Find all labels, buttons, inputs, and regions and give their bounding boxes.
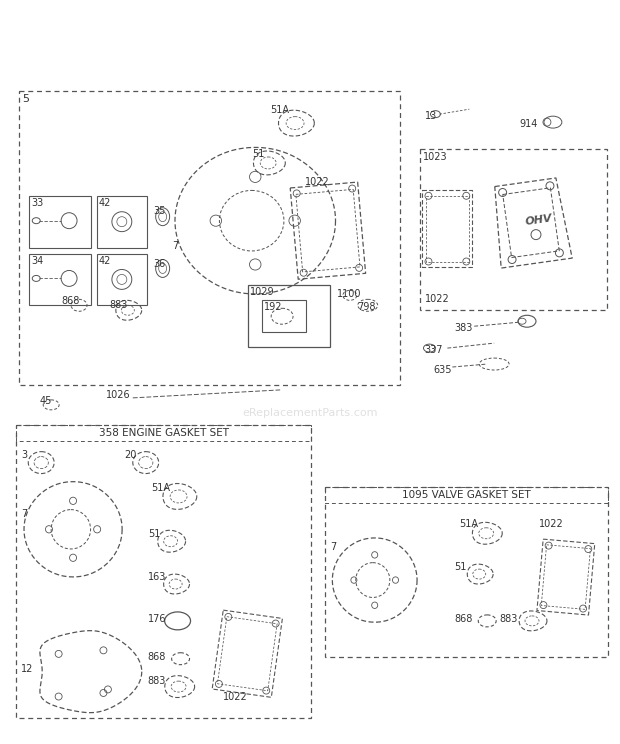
Text: 1022: 1022 — [539, 519, 564, 529]
Text: 383: 383 — [454, 323, 472, 333]
Text: 798: 798 — [356, 302, 375, 312]
Text: 20: 20 — [124, 449, 136, 460]
Text: 3: 3 — [21, 449, 27, 460]
Text: 13: 13 — [425, 111, 436, 121]
Text: 34: 34 — [31, 255, 43, 266]
Bar — [325, 487, 608, 657]
Text: 868: 868 — [454, 614, 472, 624]
Bar — [29, 196, 91, 248]
Text: 868: 868 — [61, 296, 79, 307]
Text: 1026: 1026 — [106, 390, 131, 400]
Bar — [29, 254, 91, 305]
Text: 1100: 1100 — [337, 289, 361, 299]
Text: 635: 635 — [433, 365, 452, 375]
Bar — [262, 301, 306, 332]
Text: eReplacementParts.com: eReplacementParts.com — [242, 408, 378, 418]
Bar — [420, 149, 606, 310]
Text: 7: 7 — [21, 510, 27, 519]
Text: 42: 42 — [99, 198, 112, 208]
Text: 1095 VALVE GASKET SET: 1095 VALVE GASKET SET — [402, 490, 531, 501]
Text: 883: 883 — [499, 614, 518, 624]
Text: 7: 7 — [172, 240, 179, 251]
Text: 51: 51 — [148, 529, 160, 539]
Text: 45: 45 — [39, 396, 51, 406]
Text: 51A: 51A — [459, 519, 478, 529]
Bar — [19, 92, 400, 385]
Text: 163: 163 — [148, 572, 166, 582]
Text: 176: 176 — [148, 614, 166, 624]
Text: 36: 36 — [154, 258, 166, 269]
Text: 33: 33 — [31, 198, 43, 208]
Text: 883: 883 — [109, 301, 127, 310]
Text: 1029: 1029 — [250, 287, 275, 298]
Text: 914: 914 — [519, 119, 538, 129]
Bar — [16, 425, 311, 440]
Text: 35: 35 — [154, 206, 166, 216]
Text: 1023: 1023 — [422, 152, 447, 162]
Text: 337: 337 — [425, 345, 443, 355]
Text: 12: 12 — [21, 664, 33, 673]
Text: 51A: 51A — [270, 105, 289, 115]
Bar — [325, 487, 608, 504]
Text: 51A: 51A — [151, 483, 170, 493]
Text: 42: 42 — [99, 255, 112, 266]
Text: 192: 192 — [264, 302, 283, 312]
Text: 5: 5 — [22, 94, 29, 104]
Text: 1022: 1022 — [223, 692, 248, 702]
Text: 51: 51 — [454, 562, 467, 572]
Bar — [97, 196, 147, 248]
Text: 7: 7 — [330, 542, 336, 552]
Text: OHV: OHV — [525, 213, 553, 226]
Text: 868: 868 — [148, 652, 166, 661]
Bar — [97, 254, 147, 305]
Bar — [248, 286, 330, 347]
Text: 1022: 1022 — [425, 295, 450, 304]
Text: 1022: 1022 — [305, 177, 330, 187]
Text: 883: 883 — [148, 676, 166, 686]
Text: 51: 51 — [252, 149, 265, 159]
Bar — [16, 425, 311, 719]
Text: 358 ENGINE GASKET SET: 358 ENGINE GASKET SET — [99, 428, 229, 437]
